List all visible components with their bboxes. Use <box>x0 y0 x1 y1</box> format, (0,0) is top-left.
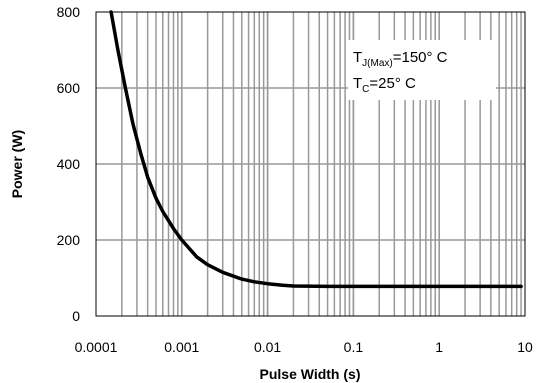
y-tick-label: 400 <box>57 156 81 172</box>
annotation-tc-sub: C <box>362 84 369 95</box>
y-tick-label: 800 <box>57 4 81 20</box>
annotation-tj-sub: J(Max) <box>362 58 393 69</box>
annotation-tc: TC=25° C <box>353 75 416 95</box>
y-tick-label: 600 <box>57 80 81 96</box>
annotation-tj-main: T <box>353 49 362 66</box>
y-tick-labels: 0 200 400 600 800 <box>57 4 81 324</box>
annotation-tc-main: T <box>353 75 362 92</box>
annotation-background <box>348 40 496 100</box>
x-axis-title: Pulse Width (s) <box>260 366 361 382</box>
annotation-tj-rest: =150° C <box>393 49 448 66</box>
power-curve <box>109 10 523 289</box>
grid <box>96 12 525 316</box>
x-tick-label: 0.001 <box>164 339 199 355</box>
annotation-tj: TJ(Max)=150° C <box>353 49 448 69</box>
annotation-tc-rest: =25° C <box>369 75 416 92</box>
x-tick-label: 0.0001 <box>75 339 118 355</box>
x-tick-label: 0.01 <box>254 339 281 355</box>
x-tick-label: 10 <box>517 339 533 355</box>
plot-frame <box>95 11 526 317</box>
annotation-box: TJ(Max)=150° C TC=25° C <box>348 40 496 100</box>
x-tick-label: 0.1 <box>344 339 364 355</box>
x-tick-label: 1 <box>435 339 443 355</box>
y-tick-label: 200 <box>57 232 81 248</box>
y-tick-label: 0 <box>72 308 80 324</box>
x-tick-labels: 0.0001 0.001 0.01 0.1 1 10 <box>75 339 533 355</box>
y-axis-title: Power (W) <box>9 130 25 198</box>
